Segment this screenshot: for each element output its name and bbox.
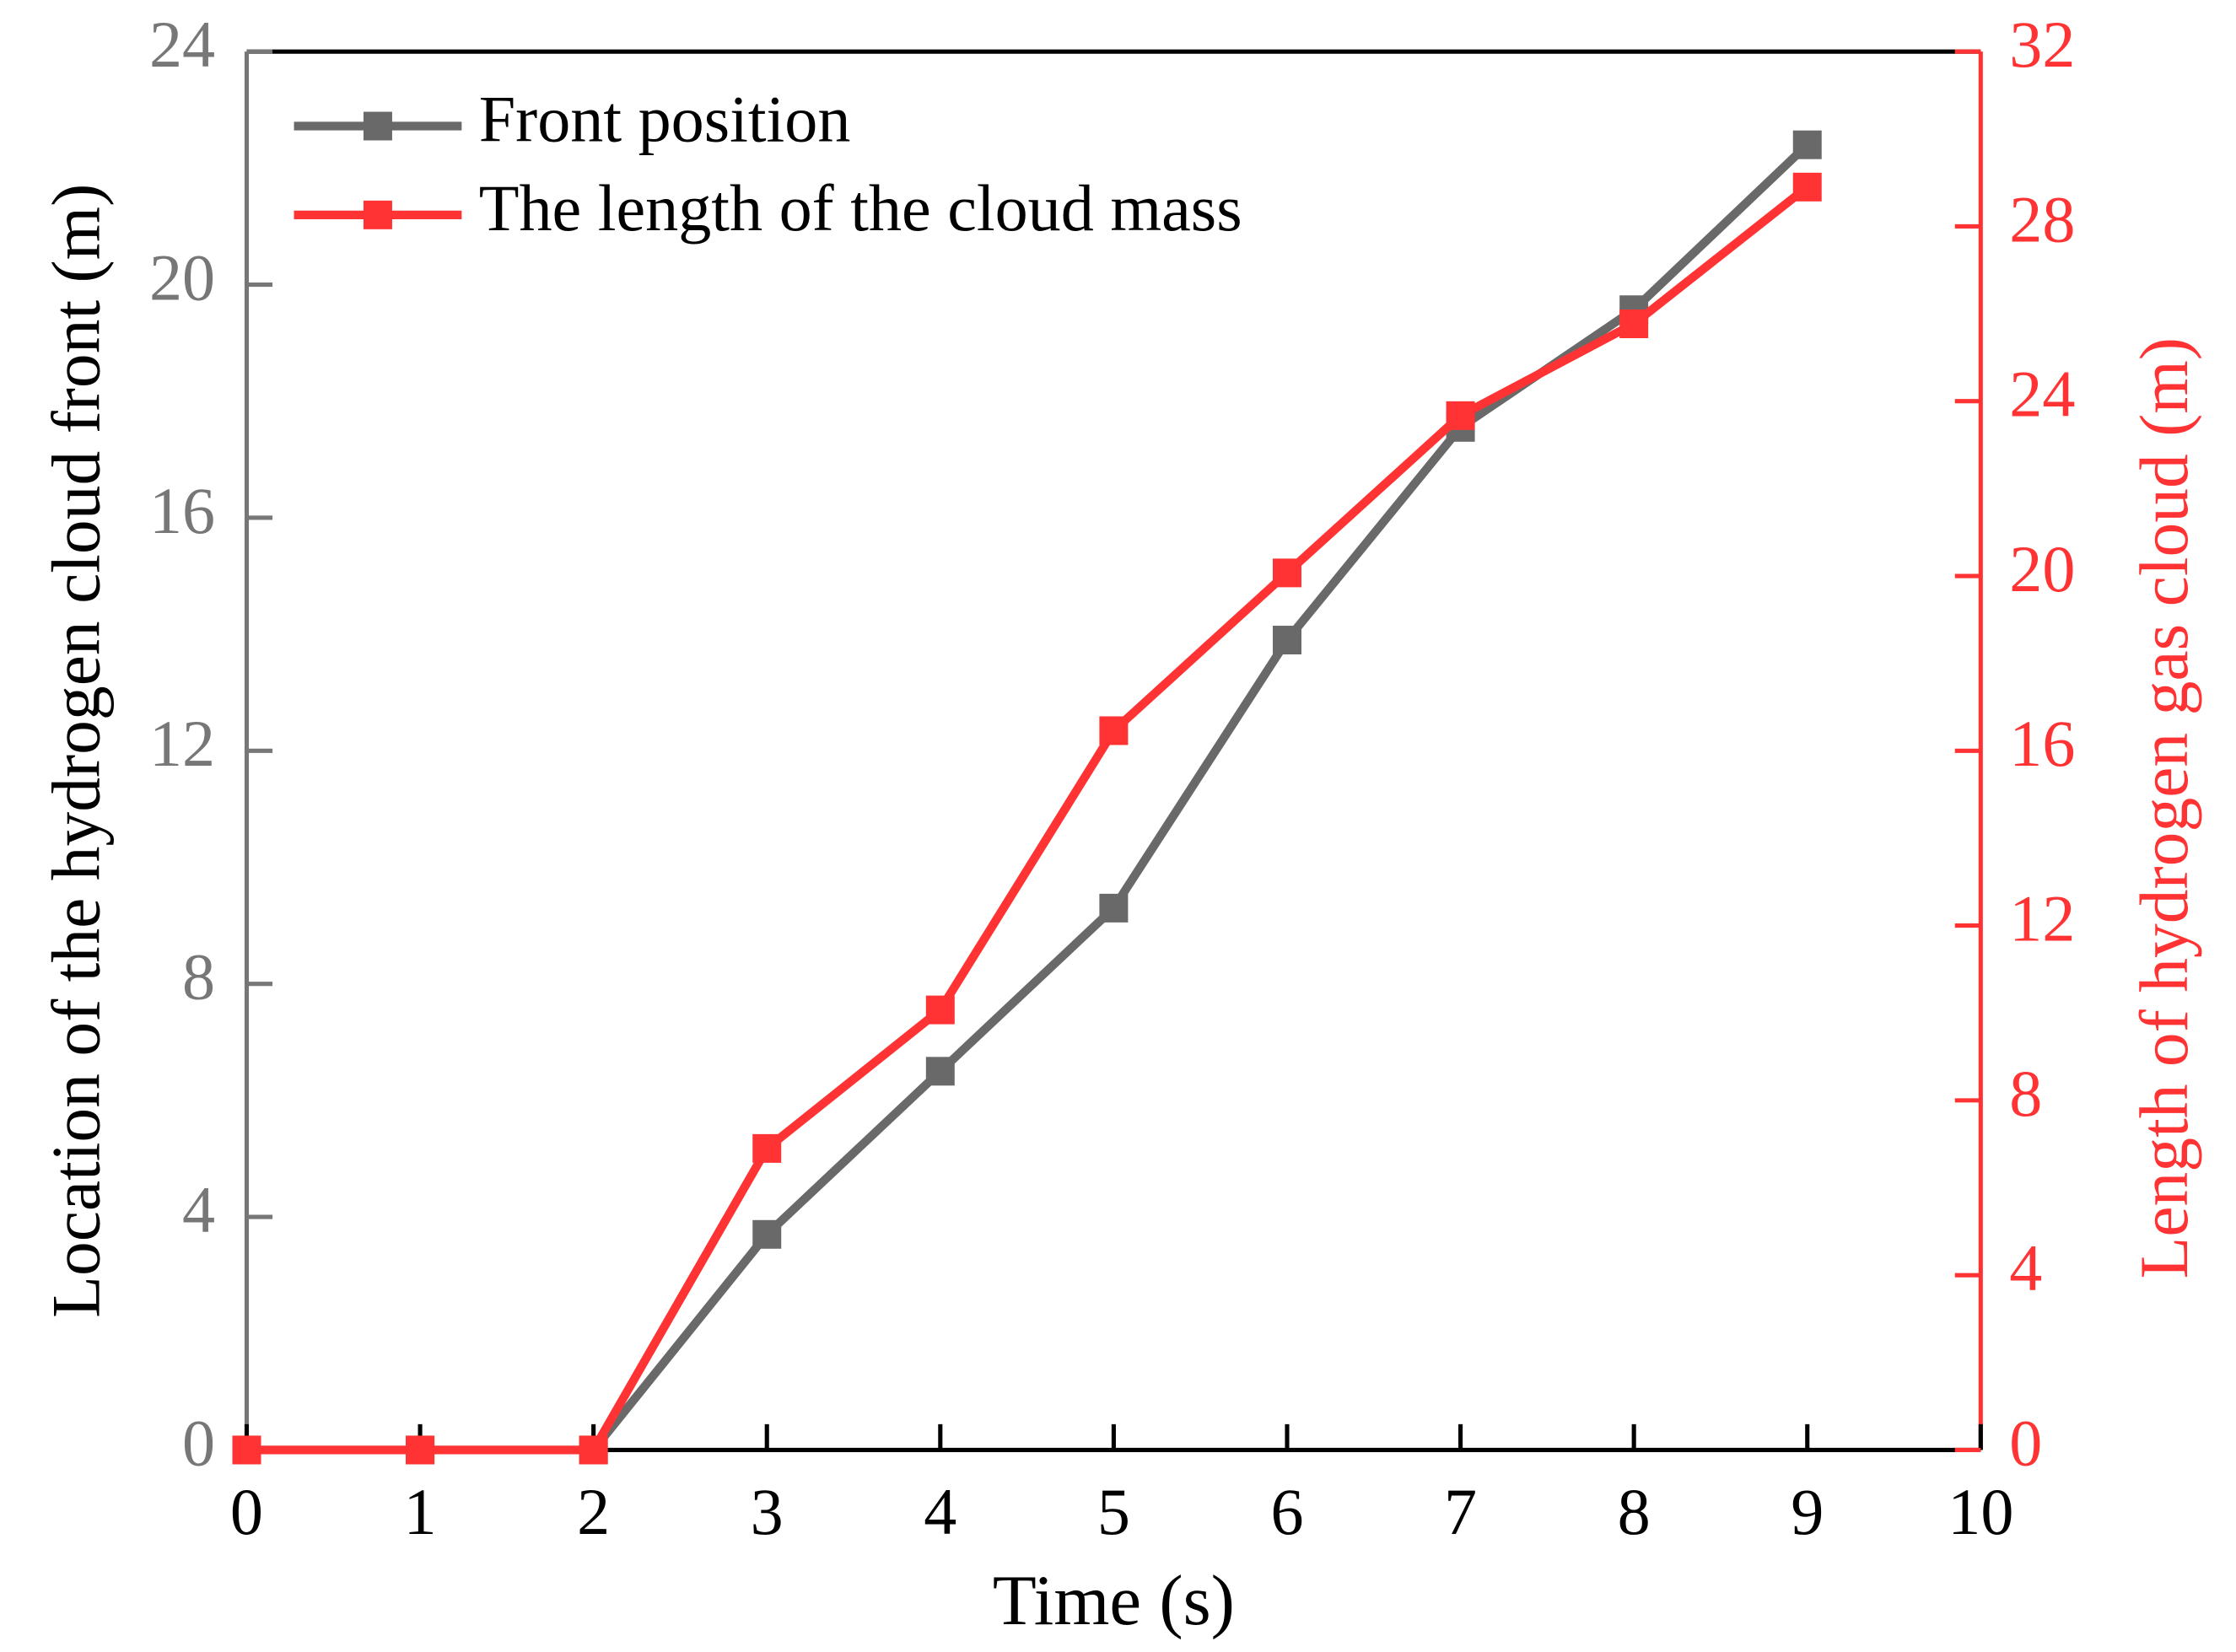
x-tick-label: 0 — [230, 1475, 263, 1548]
legend-marker — [363, 111, 392, 141]
x-tick-label: 7 — [1444, 1475, 1477, 1548]
y-axis-label: Location of the hydrogen cloud front (m) — [38, 184, 115, 1318]
y2-tick-label: 12 — [2009, 882, 2075, 955]
y2-tick-label: 32 — [2009, 8, 2075, 81]
x-tick-label: 2 — [577, 1475, 610, 1548]
y-tick-label: 12 — [149, 707, 215, 780]
series-line — [246, 142, 1811, 1455]
marker — [579, 1435, 608, 1465]
marker — [925, 995, 955, 1025]
series-line — [246, 183, 1810, 1455]
x-tick-label: 4 — [924, 1475, 956, 1548]
y2-tick-label: 20 — [2009, 532, 2075, 605]
y-tick-label: 16 — [149, 474, 215, 547]
y-tick-label: 24 — [149, 8, 215, 81]
x-tick-label: 6 — [1270, 1475, 1303, 1548]
legend-label: The length of the cloud mass — [479, 171, 1242, 245]
y-tick-label: 20 — [149, 240, 215, 314]
marker — [1272, 626, 1301, 655]
marker — [1619, 309, 1649, 339]
marker — [1446, 401, 1475, 430]
y2-tick-label: 28 — [2009, 182, 2075, 256]
marker — [1792, 130, 1822, 159]
x-tick-label: 1 — [404, 1475, 437, 1548]
marker — [1099, 893, 1129, 923]
marker — [1272, 558, 1301, 588]
legend-label: Front position — [479, 82, 851, 155]
marker — [232, 1435, 261, 1465]
x-tick-label: 5 — [1097, 1475, 1130, 1548]
y-tick-label: 4 — [182, 1173, 215, 1246]
marker — [406, 1435, 435, 1465]
y2-tick-label: 0 — [2009, 1406, 2042, 1479]
x-axis-label: Time (s) — [993, 1561, 1235, 1640]
y2-tick-label: 4 — [2009, 1231, 2042, 1305]
y-tick-label: 0 — [182, 1406, 215, 1479]
x-tick-label: 8 — [1618, 1475, 1651, 1548]
x-tick-label: 9 — [1791, 1475, 1824, 1548]
y2-axis-label: Length of hydrogen gas cloud (m) — [2126, 337, 2202, 1278]
y2-tick-label: 24 — [2009, 358, 2075, 431]
y2-tick-label: 8 — [2009, 1057, 2042, 1130]
legend-marker — [363, 200, 392, 229]
marker — [925, 1057, 955, 1086]
marker — [1099, 716, 1129, 745]
x-tick-label: 10 — [1948, 1475, 2013, 1548]
y-tick-label: 8 — [182, 940, 215, 1014]
x-tick-label: 3 — [751, 1475, 784, 1548]
y2-tick-label: 16 — [2009, 707, 2075, 780]
marker — [1792, 172, 1822, 202]
marker — [752, 1219, 782, 1249]
marker — [752, 1133, 782, 1163]
